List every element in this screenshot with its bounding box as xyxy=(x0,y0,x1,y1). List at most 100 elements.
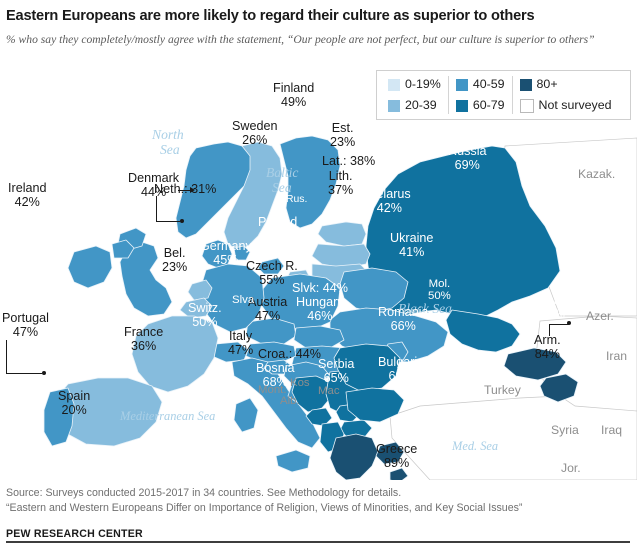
region-france xyxy=(131,315,219,393)
map-label-iraq: Iraq xyxy=(601,423,623,437)
legend-item-40-59[interactable]: 40-59 xyxy=(455,76,505,93)
map-label-bosnia: Bosnia 68% xyxy=(256,361,295,389)
leader-armenia-h xyxy=(549,324,569,326)
map-label-ireland: Ireland 42% xyxy=(8,181,47,209)
map-label-belgium: Bel. 23% xyxy=(162,246,188,274)
map-label-albania: Alb. xyxy=(280,395,300,407)
map-label-sweden: Sweden 26% xyxy=(232,119,278,147)
legend-swatch-icon-60-79 xyxy=(455,99,468,112)
legend-swatch-icon-0-19 xyxy=(388,78,400,91)
map-label-kosovo: Kos xyxy=(290,377,310,389)
map-label-france: France 36% xyxy=(124,325,164,353)
region-slovakia xyxy=(293,325,345,349)
map-label-montenegro: Mont. xyxy=(258,384,287,396)
map-label-hungary: Hungary 46% xyxy=(296,295,344,323)
footer: Source: Surveys conducted 2015-2017 in 3… xyxy=(6,486,630,540)
map-label-macedonia: Mac xyxy=(318,385,340,397)
sea-label-black: Black Sea xyxy=(398,301,452,316)
map-label-czech: Czech R. 55% xyxy=(246,259,298,287)
legend-item-0-19[interactable]: 0-19% xyxy=(388,76,441,93)
region-uk xyxy=(119,241,173,317)
map-label-italy: Italy 47% xyxy=(228,329,254,357)
region-latvia xyxy=(311,243,371,269)
map-label-bulgaria: Bulgaria 69% xyxy=(378,355,425,383)
legend-swatch-icon-not-surveyed xyxy=(519,98,534,113)
footer-rule xyxy=(6,541,630,543)
map-legend: 0-19% 20-39 40-59 60-79 80+ xyxy=(376,70,631,120)
choropleth-map: .c0{fill:#d3e7f4} /* 0-19 */ .c1{fill:#8… xyxy=(0,66,637,480)
legend-label-40-59: 40-59 xyxy=(472,77,505,92)
leader-dot-portugal xyxy=(42,371,46,375)
region-finland xyxy=(279,135,341,229)
legend-label-80-plus: 80+ xyxy=(536,77,558,92)
map-label-romania: Romania 66% xyxy=(378,305,429,333)
map-label-russia: Russia 69% xyxy=(448,144,487,172)
map-label-ukraine: Ukraine 41% xyxy=(390,231,434,259)
map-label-turkey: Turkey xyxy=(484,383,521,397)
leader-dot-armenia xyxy=(567,321,571,325)
legend-column-2: 40-59 60-79 xyxy=(447,76,512,114)
map-label-syria: Syria xyxy=(551,423,579,437)
region-sweden xyxy=(223,141,283,251)
legend-column-3: 80+ Not surveyed xyxy=(511,76,619,114)
source-note: Source: Surveys conducted 2015-2017 in 3… xyxy=(6,487,402,499)
region-greece xyxy=(329,433,379,480)
map-label-moldova: Mol. 50% xyxy=(428,278,451,303)
map-label-finland: Finland 49% xyxy=(273,81,315,109)
legend-item-20-39[interactable]: 20-39 xyxy=(388,97,441,114)
region-bosnia xyxy=(291,375,333,413)
legend-item-80-plus[interactable]: 80+ xyxy=(519,76,612,93)
map-label-belarus: Belarus 42% xyxy=(368,187,411,215)
region-belarus xyxy=(339,267,409,313)
leader-neth-v xyxy=(156,196,158,222)
map-label-austria: Austria 47% xyxy=(248,295,288,323)
report-title: “Eastern and Western Europeans Differ on… xyxy=(6,502,523,515)
brand-pew-research-center: PEW RESEARCH CENTER xyxy=(6,527,143,540)
legend-label-60-79: 60-79 xyxy=(472,98,505,113)
map-label-germany: Germany 45% xyxy=(200,239,252,267)
sea-label-baltic: Baltic Sea xyxy=(266,165,299,195)
map-label-greece: Greece 89% xyxy=(376,442,418,470)
leader-armenia-v xyxy=(549,324,551,336)
legend-item-60-79[interactable]: 60-79 xyxy=(455,97,505,114)
leader-neth-h xyxy=(156,221,180,223)
map-label-jordan: Jor. xyxy=(561,461,581,475)
page-title: Eastern Europeans are more likely to reg… xyxy=(6,8,535,24)
map-label-spain: Spain 20% xyxy=(58,389,91,417)
map-label-slovakia: Slvk: 44% xyxy=(292,281,348,295)
map-label-iran: Iran xyxy=(606,349,628,363)
map-label-georgia: Georgia 85% xyxy=(530,293,575,321)
legend-item-not-surveyed[interactable]: Not surveyed xyxy=(519,97,612,114)
region-romania xyxy=(333,343,401,393)
arrow-denmark xyxy=(190,187,195,193)
legend-column-1: 0-19% 20-39 xyxy=(381,76,448,114)
sea-label-mediterranean: Mediterranean Sea xyxy=(120,409,216,423)
map-label-portugal: Portugal 47% xyxy=(2,311,49,339)
map-label-azerbaijan: Azer. xyxy=(586,309,614,323)
map-label-latvia: Lat.: 38% xyxy=(322,154,376,168)
map-label-kazakhstan: Kazak. xyxy=(578,167,616,181)
map-label-poland: Poland 55% xyxy=(258,215,298,243)
region-ireland xyxy=(67,245,113,289)
legend-swatch-icon-20-39 xyxy=(388,99,400,112)
sea-label-med: Med. Sea xyxy=(452,439,499,453)
map-label-slovenia: Slva xyxy=(232,294,255,306)
map-label-norway: Norway 58% xyxy=(178,93,221,121)
leader-dot-neth xyxy=(180,219,184,223)
legend-label-20-39: 20-39 xyxy=(405,98,437,113)
map-svg: .c0{fill:#d3e7f4} /* 0-19 */ .c1{fill:#8… xyxy=(0,66,637,480)
region-austria xyxy=(245,341,297,363)
page-subtitle: % who say they completely/mostly agree w… xyxy=(6,33,595,46)
not-surveyed-regions xyxy=(389,137,637,480)
legend-label-0-19: 0-19% xyxy=(405,77,441,92)
region-georgia xyxy=(503,347,567,381)
map-label-croatia: Croa.: 44% xyxy=(258,347,321,361)
map-label-armenia: Arm. 84% xyxy=(534,333,561,361)
map-label-netherlands: Neth.: 31% xyxy=(154,182,217,196)
map-label-serbia: Serbia 65% xyxy=(318,357,355,385)
map-label-denmark: Denmark 44% xyxy=(128,171,180,199)
region-belgium xyxy=(179,297,213,319)
leader-portugal-h xyxy=(6,373,42,375)
region-bulgaria xyxy=(345,387,405,423)
map-label-lithuania: Lith. 37% xyxy=(328,169,354,197)
